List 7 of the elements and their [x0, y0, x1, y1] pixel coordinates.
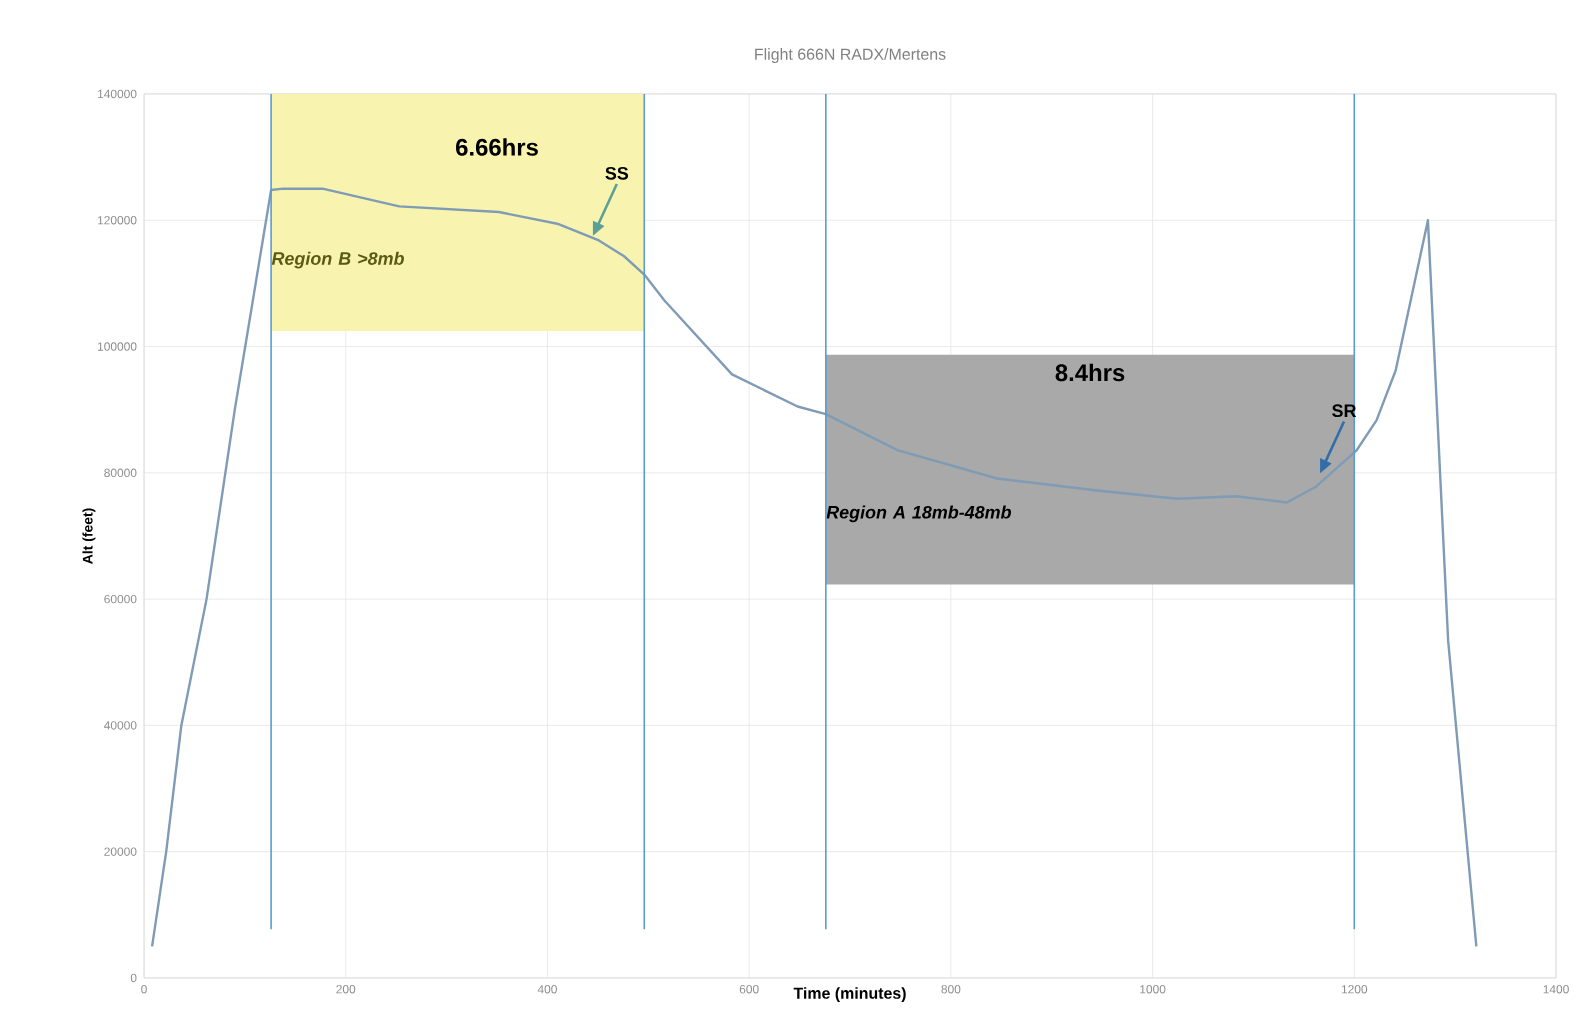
band-label: Region A 18mb-48mb	[826, 505, 1012, 523]
band-label: Region B >8mb	[271, 251, 404, 269]
line-series	[150, 187, 1478, 948]
annotation: 8.4hrs	[1055, 363, 1125, 382]
annotation: SS	[605, 166, 629, 180]
annotation: 6.66hrs	[456, 138, 538, 156]
annotation: SR	[1332, 404, 1357, 418]
